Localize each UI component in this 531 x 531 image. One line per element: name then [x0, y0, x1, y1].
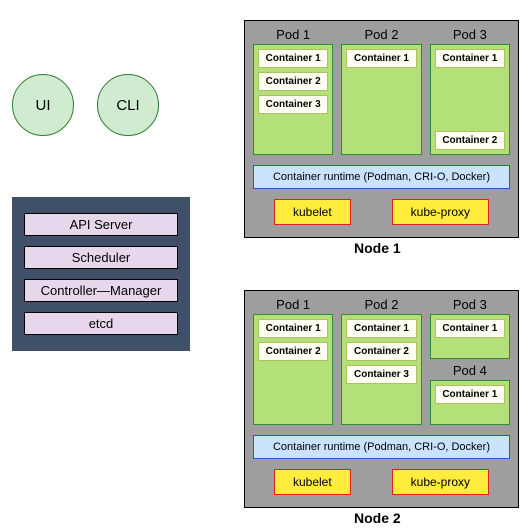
- container: Container 2: [258, 342, 328, 361]
- control-plane-item-1: Scheduler: [24, 246, 177, 269]
- control-plane-item-2: Controller—Manager: [24, 279, 177, 302]
- cli-label: CLI: [116, 97, 139, 114]
- container: Container 1: [435, 319, 505, 338]
- container: Container 1: [258, 49, 328, 68]
- container: Container 3: [258, 95, 328, 114]
- container: Container 3: [346, 365, 416, 384]
- pod: Container 1: [430, 314, 510, 359]
- pod: Container 1: [341, 44, 421, 155]
- node-1-label: Node 1: [354, 240, 401, 256]
- control-plane-item-0: API Server: [24, 213, 177, 236]
- pod: Container 1: [430, 380, 510, 425]
- container: Container 1: [346, 49, 416, 68]
- container: Container 2: [435, 131, 505, 150]
- pod-title: Pod 4: [430, 363, 510, 378]
- ui-client-circle: UI: [12, 74, 74, 136]
- pod-column: Pod 1 Container 1 Container 2 Container 3: [253, 27, 333, 155]
- pod-column: Pod 1 Container 1 Container 2: [253, 297, 333, 425]
- pod-column: Pod 2 Container 1 Container 2 Container 3: [341, 297, 421, 425]
- pod-column: Pod 2 Container 1: [341, 27, 421, 155]
- pod-title: Pod 1: [253, 27, 333, 42]
- pod-title: Pod 3: [430, 297, 510, 312]
- pod-title: Pod 1: [253, 297, 333, 312]
- node-2-pods-row: Pod 1 Container 1 Container 2 Pod 2 Containe…: [253, 297, 510, 425]
- node-1-services-row: kubelet kube-proxy: [253, 199, 510, 225]
- container: Container 1: [346, 319, 416, 338]
- node-2: Pod 1 Container 1 Container 2 Pod 2 Containe…: [244, 290, 519, 508]
- node-1-pods-row: Pod 1Container 1Container 2Container 3Po…: [253, 27, 510, 155]
- pod-column-stacked: Pod 3 Container 1 Pod 4 Container 1: [430, 297, 510, 425]
- node-1: Pod 1Container 1Container 2Container 3Po…: [244, 20, 519, 238]
- service-kube-proxy: kube-proxy: [392, 469, 489, 495]
- pod-title: Pod 2: [341, 27, 421, 42]
- container: Container 1: [258, 319, 328, 338]
- pod: Container 1 Container 2: [253, 314, 333, 425]
- control-plane-item-3: etcd: [24, 312, 177, 335]
- pod-title: Pod 2: [341, 297, 421, 312]
- cli-client-circle: CLI: [97, 74, 159, 136]
- pod-title: Pod 3: [430, 27, 510, 42]
- node-2-services-row: kubelet kube-proxy: [253, 469, 510, 495]
- container: Container 1: [435, 385, 505, 404]
- ui-label: UI: [36, 97, 51, 114]
- pod: Container 1 Container 2: [430, 44, 510, 155]
- node-1-runtime: Container runtime (Podman, CRI-O, Docker…: [253, 165, 510, 189]
- service-kube-proxy: kube-proxy: [392, 199, 489, 225]
- service-kubelet: kubelet: [274, 469, 351, 495]
- pod-column: Pod 3 Container 1 Container 2: [430, 27, 510, 155]
- container: Container 2: [346, 342, 416, 361]
- node-2-label: Node 2: [354, 510, 401, 526]
- control-plane: API Server Scheduler Controller—Manager etc…: [12, 197, 190, 351]
- node-2-runtime: Container runtime (Podman, CRI-O, Docker…: [253, 435, 510, 459]
- container: Container 2: [258, 72, 328, 91]
- container: Container 1: [435, 49, 505, 68]
- pod: Container 1 Container 2 Container 3: [341, 314, 421, 425]
- pod: Container 1 Container 2 Container 3: [253, 44, 333, 155]
- service-kubelet: kubelet: [274, 199, 351, 225]
